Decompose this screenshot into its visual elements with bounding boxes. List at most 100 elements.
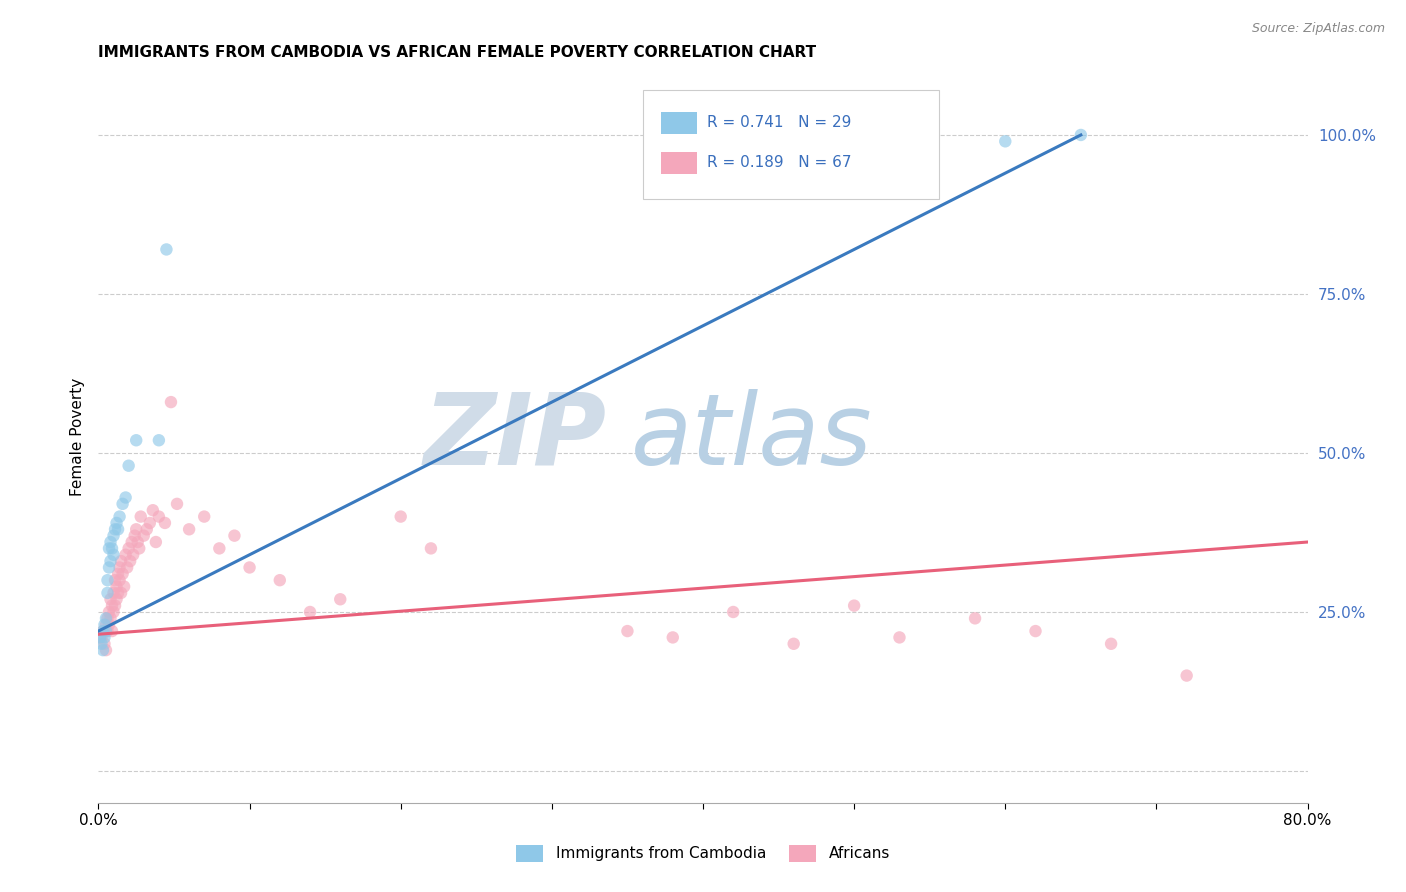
Point bbox=[100, 611, 122, 625]
Y-axis label: Female Poverty: Female Poverty bbox=[69, 378, 84, 496]
Point bbox=[128, 541, 150, 556]
Point bbox=[108, 560, 131, 574]
FancyBboxPatch shape bbox=[661, 152, 697, 174]
Point bbox=[104, 599, 127, 613]
Text: IMMIGRANTS FROM CAMBODIA VS AFRICAN FEMALE POVERTY CORRELATION CHART: IMMIGRANTS FROM CAMBODIA VS AFRICAN FEMA… bbox=[98, 45, 817, 61]
Point bbox=[179, 522, 201, 536]
Point bbox=[160, 395, 183, 409]
Point bbox=[155, 243, 177, 257]
Point bbox=[269, 573, 291, 587]
Point bbox=[94, 643, 117, 657]
Point bbox=[121, 535, 143, 549]
Text: atlas: atlas bbox=[630, 389, 872, 485]
Point bbox=[96, 611, 118, 625]
Point bbox=[114, 491, 136, 505]
Point bbox=[118, 458, 141, 473]
Point bbox=[145, 535, 167, 549]
Point bbox=[120, 554, 142, 568]
Point bbox=[239, 560, 262, 574]
Point bbox=[148, 434, 170, 448]
Point bbox=[93, 631, 115, 645]
Point bbox=[142, 503, 165, 517]
Point bbox=[111, 566, 134, 581]
Point bbox=[98, 605, 121, 619]
Point bbox=[1099, 637, 1122, 651]
Point bbox=[299, 605, 322, 619]
Point bbox=[101, 541, 124, 556]
Point bbox=[101, 599, 124, 613]
Point bbox=[118, 541, 141, 556]
Point bbox=[965, 611, 987, 625]
Point bbox=[115, 560, 138, 574]
Point bbox=[420, 541, 443, 556]
Text: Source: ZipAtlas.com: Source: ZipAtlas.com bbox=[1251, 22, 1385, 36]
FancyBboxPatch shape bbox=[661, 112, 697, 134]
Point bbox=[93, 617, 115, 632]
Legend: Immigrants from Cambodia, Africans: Immigrants from Cambodia, Africans bbox=[510, 838, 896, 868]
Point bbox=[125, 434, 148, 448]
Point bbox=[129, 509, 152, 524]
Point bbox=[1070, 128, 1092, 142]
Point bbox=[153, 516, 176, 530]
Point bbox=[193, 509, 215, 524]
Point bbox=[91, 624, 114, 638]
Point bbox=[100, 535, 122, 549]
Point bbox=[103, 586, 125, 600]
Point bbox=[91, 624, 114, 638]
Point bbox=[224, 529, 246, 543]
Point bbox=[108, 509, 131, 524]
Point bbox=[89, 631, 111, 645]
Point bbox=[329, 592, 352, 607]
Point bbox=[107, 522, 129, 536]
Point bbox=[889, 631, 911, 645]
Point bbox=[389, 509, 412, 524]
Point bbox=[90, 637, 112, 651]
Point bbox=[111, 497, 134, 511]
Text: ZIP: ZIP bbox=[423, 389, 606, 485]
Point bbox=[103, 548, 125, 562]
Point bbox=[105, 592, 128, 607]
Point bbox=[94, 617, 117, 632]
Point bbox=[139, 516, 162, 530]
Point bbox=[96, 586, 118, 600]
Point bbox=[844, 599, 866, 613]
Point bbox=[103, 529, 125, 543]
Point bbox=[1024, 624, 1046, 638]
Point bbox=[103, 605, 125, 619]
Point bbox=[90, 631, 112, 645]
Point bbox=[110, 554, 132, 568]
Text: R = 0.741   N = 29: R = 0.741 N = 29 bbox=[707, 115, 851, 130]
Point bbox=[661, 631, 683, 645]
Point bbox=[114, 548, 136, 562]
Point bbox=[93, 637, 115, 651]
Point bbox=[105, 516, 128, 530]
Point bbox=[124, 529, 146, 543]
Point bbox=[107, 586, 129, 600]
Point bbox=[132, 529, 155, 543]
Point bbox=[96, 624, 118, 638]
Point bbox=[125, 522, 148, 536]
Point bbox=[135, 522, 157, 536]
Point bbox=[122, 548, 145, 562]
Point bbox=[112, 580, 135, 594]
Point bbox=[110, 586, 132, 600]
Point bbox=[105, 580, 128, 594]
Point bbox=[994, 134, 1017, 148]
Point bbox=[96, 573, 118, 587]
Point bbox=[100, 554, 122, 568]
Point bbox=[107, 566, 129, 581]
Point bbox=[1175, 668, 1198, 682]
Point bbox=[101, 624, 124, 638]
Point bbox=[94, 611, 117, 625]
Text: R = 0.189   N = 67: R = 0.189 N = 67 bbox=[707, 155, 851, 170]
Point bbox=[148, 509, 170, 524]
Point bbox=[104, 522, 127, 536]
Point bbox=[98, 541, 121, 556]
Point bbox=[104, 573, 127, 587]
Point bbox=[127, 535, 149, 549]
Point bbox=[723, 605, 745, 619]
Point bbox=[100, 592, 122, 607]
Point bbox=[94, 624, 117, 638]
Point bbox=[616, 624, 638, 638]
Point bbox=[98, 560, 121, 574]
